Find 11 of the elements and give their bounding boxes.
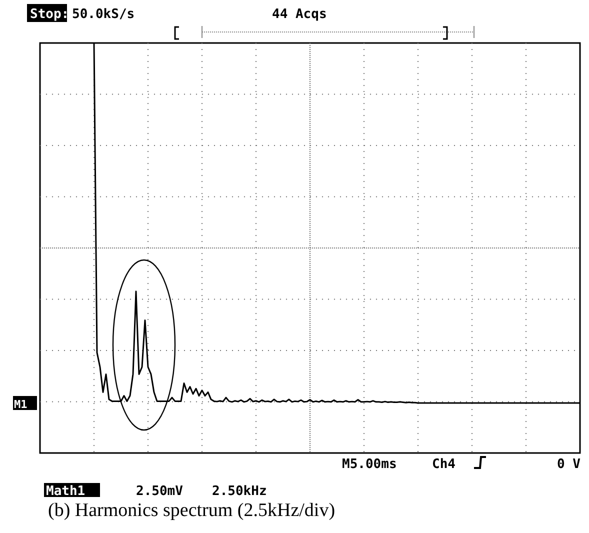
text: 50.0kS/s bbox=[72, 7, 135, 22]
text: Math1 bbox=[46, 484, 86, 499]
text: Ch4 bbox=[432, 457, 456, 472]
text: 2.50mV bbox=[136, 484, 184, 499]
text: (b) Harmonics spectrum (2.5kHz/div) bbox=[48, 500, 336, 521]
text: 2.50kHz bbox=[212, 484, 267, 499]
text: Stop: bbox=[30, 7, 70, 22]
text: M5.00ms bbox=[342, 457, 397, 472]
text: 44 Acqs bbox=[272, 7, 327, 22]
text: 0 V bbox=[557, 457, 581, 472]
text: M1 bbox=[14, 398, 28, 411]
